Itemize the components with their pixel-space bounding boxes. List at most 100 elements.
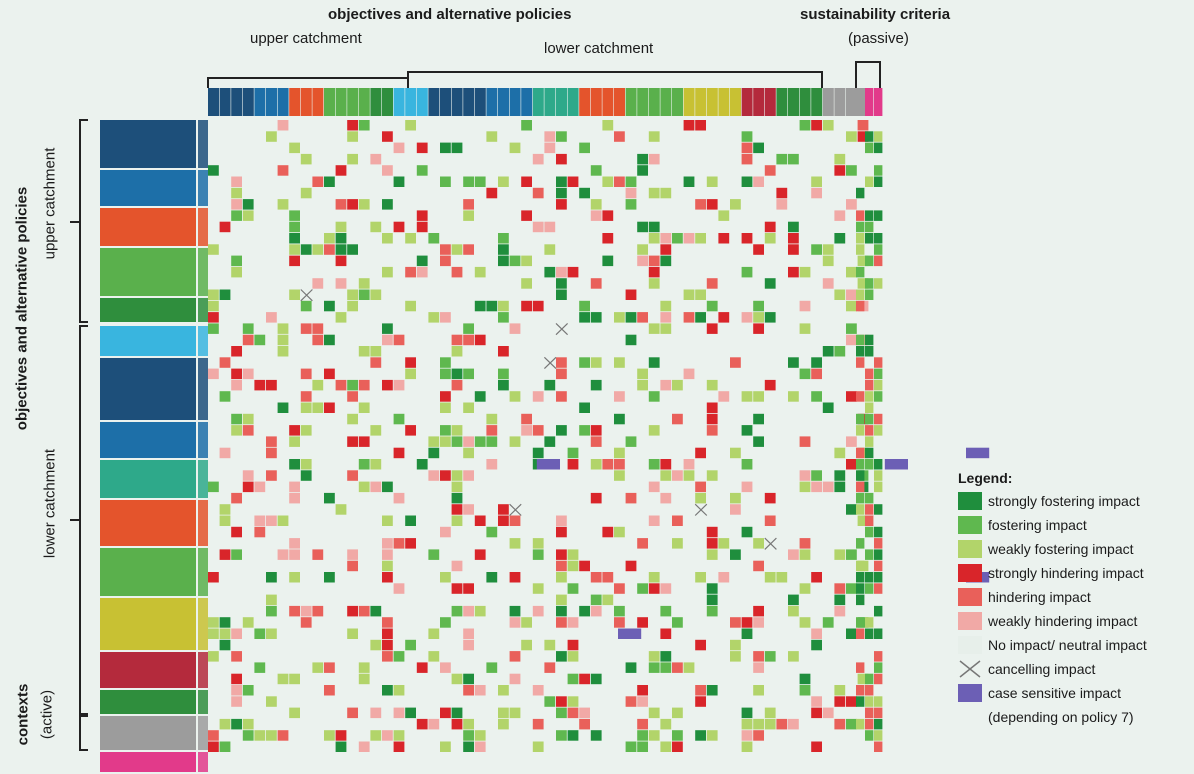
- impact-cell: [637, 696, 648, 707]
- header-upper-catchment: upper catchment: [250, 30, 362, 47]
- sustainability-cell: [865, 379, 874, 391]
- impact-cell: [834, 447, 846, 459]
- impact-cell: [347, 549, 358, 560]
- impact-cell: [358, 402, 370, 413]
- impact-cell: [648, 221, 660, 233]
- legend-swatch: [958, 636, 982, 654]
- impact-cell: [590, 673, 602, 685]
- sustainability-cell: [865, 685, 874, 696]
- impact-cell: [556, 425, 567, 436]
- sustainability-cell: [874, 583, 883, 594]
- impact-cell: [741, 481, 753, 493]
- impact-cell: [208, 572, 219, 583]
- column-header-cell: [300, 88, 312, 116]
- impact-cell: [289, 255, 300, 267]
- impact-cell: [393, 413, 405, 425]
- impact-cell: [811, 707, 822, 719]
- impact-cell: [498, 346, 509, 357]
- impact-cell: [358, 605, 370, 617]
- impact-cell: [277, 402, 289, 413]
- impact-cell: [764, 221, 776, 233]
- impact-cell: [695, 199, 706, 210]
- impact-cell: [312, 605, 324, 617]
- impact-cell: [556, 131, 567, 142]
- impact-cell: [451, 346, 463, 357]
- impact-cell: [289, 142, 300, 154]
- impact-cell: [683, 470, 695, 481]
- impact-cell: [474, 515, 486, 526]
- impact-cell: [486, 459, 498, 470]
- impact-cell: [648, 323, 660, 334]
- sustainability-cell: [874, 131, 883, 142]
- sustainability-cell: [874, 673, 883, 685]
- impact-cell: [660, 300, 672, 312]
- impact-cell: [231, 346, 242, 357]
- impact-cell: [556, 368, 567, 380]
- impact-cell: [498, 515, 509, 526]
- impact-cell: [846, 266, 857, 278]
- impact-cell: [416, 221, 428, 233]
- impact-cell: [486, 300, 498, 312]
- header-sustainability-title: sustainability criteria: [800, 6, 951, 23]
- column-header-cell: [416, 88, 428, 116]
- category-icon-block: [100, 326, 196, 356]
- sustainability-cell: [874, 165, 883, 176]
- impact-cell: [556, 696, 567, 707]
- impact-cell: [300, 244, 312, 255]
- row-label-strip: [198, 752, 208, 772]
- impact-cell: [266, 628, 277, 639]
- impact-cell: [672, 413, 683, 425]
- impact-cell: [776, 187, 788, 199]
- impact-cell: [590, 594, 602, 606]
- impact-cell: [370, 289, 382, 300]
- impact-cell: [544, 266, 556, 278]
- sustainability-cell: [865, 707, 874, 719]
- impact-cell: [614, 583, 625, 594]
- category-icon-block: [100, 248, 196, 296]
- impact-cell: [440, 707, 451, 719]
- impact-cell: [648, 187, 660, 199]
- impact-cell: [347, 120, 358, 131]
- impact-cell: [324, 176, 335, 187]
- column-header-cell: [521, 88, 533, 116]
- impact-cell: [498, 255, 509, 267]
- legend-swatch: [958, 540, 982, 558]
- impact-cell: [811, 741, 822, 752]
- impact-cell: [753, 176, 764, 187]
- sustainability-cell: [856, 718, 865, 730]
- impact-cell: [637, 730, 648, 741]
- sustainability-cell: [874, 278, 883, 289]
- column-header-cell: [788, 88, 799, 116]
- impact-cell: [822, 120, 834, 131]
- impact-cell: [718, 233, 730, 244]
- impact-cell: [706, 278, 718, 289]
- impact-cell: [811, 244, 822, 255]
- impact-cell: [706, 594, 718, 606]
- impact-cell: [544, 142, 556, 154]
- impact-cell: [463, 470, 474, 481]
- impact-cell: [614, 470, 625, 481]
- impact-cell: [451, 605, 463, 617]
- impact-cell: [300, 470, 312, 481]
- impact-cell: [614, 312, 625, 323]
- sustainability-cell: [865, 549, 874, 560]
- sustainability-cell: [865, 628, 874, 639]
- sustainability-cell: [874, 142, 883, 154]
- impact-cell: [498, 300, 509, 312]
- impact-cell: [324, 685, 335, 696]
- impact-cell: [648, 233, 660, 244]
- sustainability-cell: [874, 651, 883, 662]
- impact-cell: [509, 538, 521, 549]
- impact-cell: [463, 730, 474, 741]
- impact-cell: [672, 730, 683, 741]
- impact-cell: [242, 685, 254, 696]
- impact-cell: [764, 718, 776, 730]
- impact-cell: [788, 651, 799, 662]
- impact-cell: [799, 323, 811, 334]
- impact-cell: [382, 323, 393, 334]
- impact-cell: [788, 244, 799, 255]
- impact-cell: [788, 233, 799, 244]
- impact-cell: [405, 120, 416, 131]
- case-sensitive-cell: [966, 447, 990, 459]
- impact-cell: [660, 323, 672, 334]
